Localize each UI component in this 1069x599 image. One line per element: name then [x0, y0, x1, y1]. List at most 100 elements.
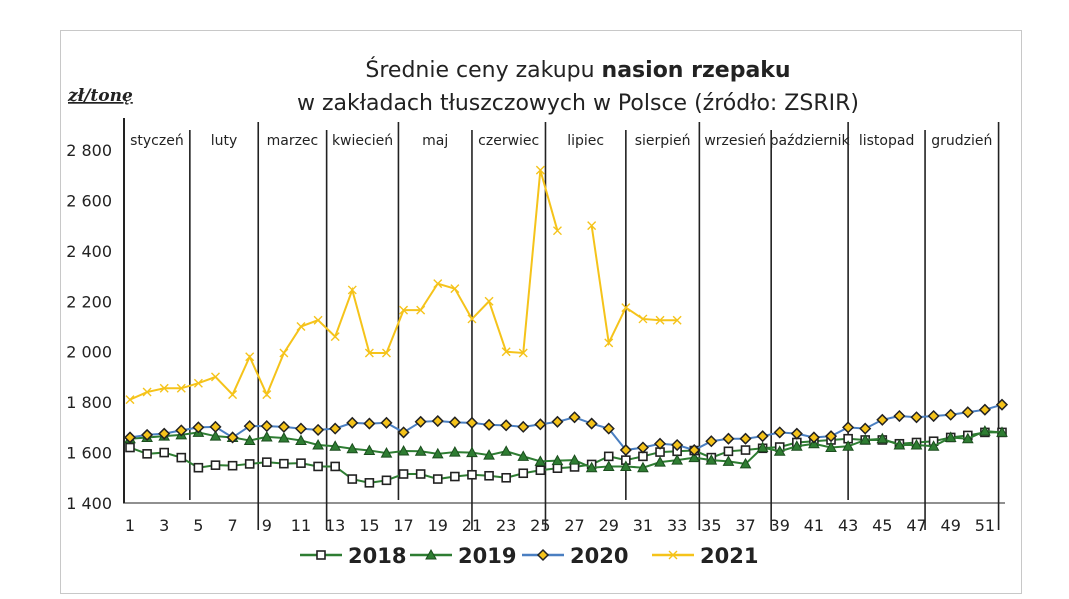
month-label: maj: [422, 133, 448, 149]
data-point: [466, 446, 478, 458]
data-point: [587, 221, 597, 231]
month-label: listopad: [859, 133, 914, 149]
data-point: [517, 450, 530, 461]
legend-item-2021: 2021: [652, 544, 758, 568]
data-point: [381, 475, 392, 486]
data-point: [996, 426, 1008, 437]
series-2020: [123, 398, 1009, 457]
month-label: styczeń: [130, 133, 184, 149]
month-labels: styczeń luty marzec kwiecień maj czerwiec lipi…: [130, 133, 992, 149]
x-tick-label: 49: [941, 516, 961, 535]
data-point: [176, 452, 187, 463]
x-tick-label: 33: [667, 516, 687, 535]
month-label: marzec: [267, 133, 319, 149]
month-label: grudzień: [931, 133, 992, 149]
data-point: [944, 408, 957, 421]
month-label: październik: [770, 133, 851, 149]
y-tick-label: 1 400: [66, 494, 112, 513]
legend-label: 2021: [700, 544, 758, 568]
x-tick-label: 27: [564, 516, 584, 535]
data-point: [262, 390, 272, 400]
x-tick-label: 25: [530, 516, 550, 535]
data-point: [688, 443, 701, 457]
chart-title-line1-bold: nasion rzepaku: [602, 58, 791, 83]
data-point: [159, 447, 169, 458]
x-tick-label: 5: [193, 516, 203, 535]
legend-item-2020: 2020: [522, 544, 628, 568]
data-point: [193, 378, 203, 388]
data-point: [330, 461, 340, 472]
data-point: [397, 426, 410, 439]
data-point: [450, 471, 460, 482]
x-tick-label: 9: [262, 516, 272, 535]
series-line: [129, 430, 1003, 469]
data-point: [654, 456, 666, 467]
data-point: [228, 390, 238, 400]
data-point: [483, 449, 495, 460]
data-point: [142, 449, 152, 459]
data-point: [450, 284, 460, 294]
data-point: [448, 416, 461, 429]
chart-title-line1-plain: Średnie ceny zakupu: [365, 57, 601, 83]
data-point: [927, 409, 940, 423]
data-point: [158, 427, 171, 440]
y-tick-label: 2 400: [66, 242, 112, 261]
data-point: [995, 398, 1009, 411]
data-point: [467, 469, 477, 480]
data-point: [671, 438, 684, 452]
data-point: [773, 426, 786, 439]
series-line: [129, 169, 559, 401]
legend-item-2019: 2019: [410, 544, 516, 568]
data-point: [621, 303, 631, 313]
data-point: [790, 427, 803, 440]
data-point: [722, 432, 735, 445]
data-point: [279, 458, 289, 469]
data-point: [552, 226, 562, 236]
y-tick-label: 1 800: [66, 393, 112, 412]
y-tick-label: 2 200: [66, 292, 112, 311]
data-point: [756, 430, 769, 443]
data-point: [807, 431, 820, 444]
x-tick-label: 45: [872, 516, 892, 535]
data-point: [347, 285, 357, 295]
legend-label: 2018: [348, 544, 406, 568]
data-point: [243, 434, 256, 445]
x-tick-label: 43: [838, 516, 858, 535]
data-point: [893, 409, 906, 423]
data-point: [260, 420, 273, 433]
data-point: [125, 442, 135, 453]
data-point: [619, 460, 632, 471]
data-point: [551, 454, 564, 466]
data-point: [467, 314, 477, 324]
data-point: [364, 478, 375, 488]
data-point: [414, 445, 427, 456]
x-tick-label: 23: [496, 516, 516, 535]
data-point: [313, 315, 323, 325]
data-point: [346, 416, 359, 429]
x-tick-label: 17: [393, 516, 413, 535]
y-tick-label: 2 800: [66, 141, 112, 160]
data-point: [449, 446, 461, 457]
data-point: [245, 352, 255, 362]
data-point: [397, 445, 410, 456]
data-point: [399, 305, 409, 315]
month-label: sierpień: [635, 133, 691, 149]
data-point: [535, 465, 546, 476]
data-point: [226, 431, 239, 444]
chart-title-line1: Średnie ceny zakupu nasion rzepaku: [365, 57, 790, 83]
data-point: [364, 348, 374, 358]
data-point: [604, 338, 614, 348]
data-point: [260, 430, 273, 442]
data-point: [296, 322, 306, 331]
data-point: [312, 438, 324, 450]
data-point: [876, 413, 889, 426]
data-point: [910, 438, 923, 450]
data-point: [346, 442, 359, 454]
data-point: [210, 460, 221, 470]
data-point: [227, 460, 238, 471]
x-tick-label: 21: [462, 516, 482, 535]
data-point: [961, 432, 974, 444]
data-point: [859, 433, 872, 445]
x-tick-label: 37: [735, 516, 755, 535]
data-point: [636, 441, 650, 454]
